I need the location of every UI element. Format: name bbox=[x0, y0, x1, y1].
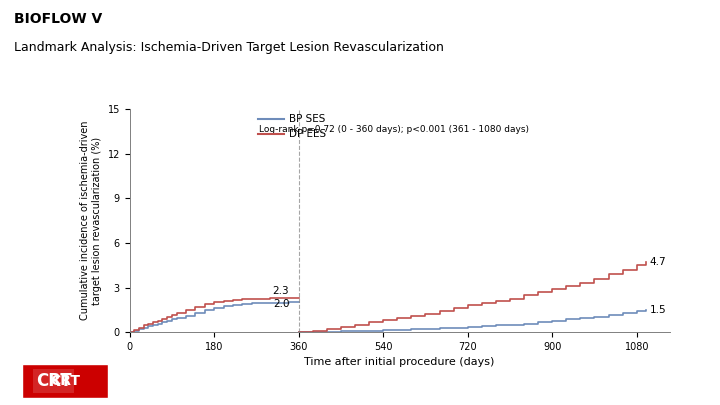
Text: 2.0: 2.0 bbox=[273, 299, 289, 309]
Text: CRTonline.org: CRTonline.org bbox=[576, 374, 662, 387]
Text: CRT: CRT bbox=[50, 374, 80, 388]
Text: 20: 20 bbox=[126, 374, 145, 388]
Text: Landmark Analysis: Ischemia-Driven Target Lesion Revascularization: Landmark Analysis: Ischemia-Driven Targe… bbox=[14, 40, 444, 53]
Text: CRT: CRT bbox=[36, 372, 71, 390]
Legend: BP SES, DP EES: BP SES, DP EES bbox=[253, 110, 330, 144]
Text: 2.3: 2.3 bbox=[273, 286, 289, 296]
Text: 1.5: 1.5 bbox=[650, 305, 667, 315]
Y-axis label: Cumulative incidence of ischemia-driven
target lesion revascularization (%): Cumulative incidence of ischemia-driven … bbox=[81, 121, 102, 320]
X-axis label: Time after initial procedure (days): Time after initial procedure (days) bbox=[305, 357, 495, 367]
Text: 4.7: 4.7 bbox=[650, 257, 667, 267]
Text: BIOFLOW V: BIOFLOW V bbox=[14, 12, 103, 26]
Text: Log-rank p=0.72 (0 - 360 days); p<0.001 (361 - 1080 days): Log-rank p=0.72 (0 - 360 days); p<0.001 … bbox=[259, 125, 529, 134]
FancyBboxPatch shape bbox=[22, 364, 108, 398]
